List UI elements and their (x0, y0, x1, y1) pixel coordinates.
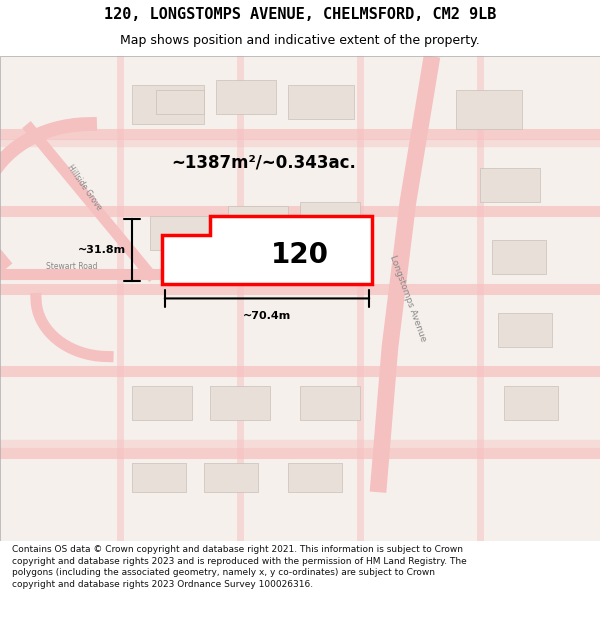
Bar (156, 90, 204, 114)
Text: Longstomps Avenue: Longstomps Avenue (388, 254, 428, 343)
Text: Stewart Road: Stewart Road (46, 262, 98, 271)
Bar (504, 386, 558, 419)
Text: Hillside Grove: Hillside Grove (65, 162, 103, 211)
Text: Map shows position and indicative extent of the property.: Map shows position and indicative extent… (120, 34, 480, 47)
Bar (288, 463, 342, 492)
Bar (456, 90, 522, 129)
Text: 120, LONGSTOMPS AVENUE, CHELMSFORD, CM2 9LB: 120, LONGSTOMPS AVENUE, CHELMSFORD, CM2 … (104, 6, 496, 21)
Text: ~1387m²/~0.343ac.: ~1387m²/~0.343ac. (172, 154, 356, 172)
Bar (132, 85, 204, 124)
Bar (132, 463, 186, 492)
Bar (288, 85, 354, 119)
Bar (300, 386, 360, 419)
Bar (216, 81, 276, 114)
Bar (132, 386, 192, 419)
Bar (228, 206, 288, 240)
Bar (498, 313, 552, 347)
Bar (480, 168, 540, 201)
Bar (210, 386, 270, 419)
Bar (150, 216, 210, 250)
Bar (492, 240, 546, 274)
Bar (300, 201, 360, 236)
Bar (204, 463, 258, 492)
Text: Contains OS data © Crown copyright and database right 2021. This information is : Contains OS data © Crown copyright and d… (12, 545, 467, 589)
Text: ~31.8m: ~31.8m (78, 245, 126, 255)
Polygon shape (162, 216, 372, 284)
Text: ~70.4m: ~70.4m (243, 311, 291, 321)
Text: 120: 120 (271, 241, 329, 269)
